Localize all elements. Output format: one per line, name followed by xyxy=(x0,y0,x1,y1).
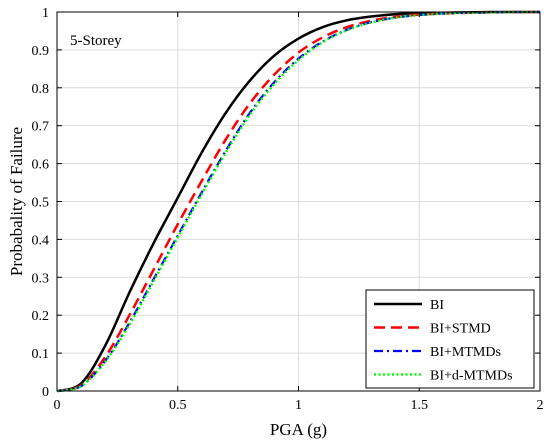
x-tick-label: 0.5 xyxy=(169,398,187,413)
legend: BI BI+STMD BI+MTMDs BI+d-MTMDs xyxy=(365,289,535,389)
y-tick-label: 0.1 xyxy=(32,347,50,362)
x-tick-label: 1.5 xyxy=(411,398,429,413)
y-tick-label: 0.6 xyxy=(32,158,50,173)
x-tick-label: 0 xyxy=(54,398,61,413)
legend-label: BI+STMD xyxy=(430,322,491,337)
y-tick-label: 1 xyxy=(42,6,49,21)
chart-annotation: 5-Storey xyxy=(70,33,122,49)
x-tick-label: 2 xyxy=(537,398,544,413)
y-tick-label: 0.7 xyxy=(32,120,50,135)
legend-label: BI xyxy=(430,298,444,313)
series-line-bi-stmd xyxy=(56,10,541,393)
series-line-bi-d-mtmds xyxy=(56,10,541,393)
x-axis-label: PGA (g) xyxy=(270,420,327,439)
y-tick-label: 0 xyxy=(42,385,49,400)
axis-ticks: 0 0.5 1 1.5 2 0 0.1 0.2 0.3 0.4 0.5 0.6 0.7 0.8 0.9 1 xyxy=(32,6,544,413)
x-tick-label: 1 xyxy=(295,398,302,413)
y-tick-label: 0.8 xyxy=(32,82,50,97)
y-tick-label: 0.5 xyxy=(32,196,50,211)
legend-label: BI+MTMDs xyxy=(430,345,501,360)
y-tick-label: 0.2 xyxy=(32,309,50,324)
legend-box xyxy=(365,289,535,389)
y-tick-label: 0.3 xyxy=(32,271,50,286)
y-axis-label: Probabality of Failure xyxy=(7,127,26,276)
legend-label: BI+d-MTMDs xyxy=(430,369,513,384)
y-tick-label: 0.4 xyxy=(32,233,50,248)
y-tick-label: 0.9 xyxy=(32,44,50,59)
